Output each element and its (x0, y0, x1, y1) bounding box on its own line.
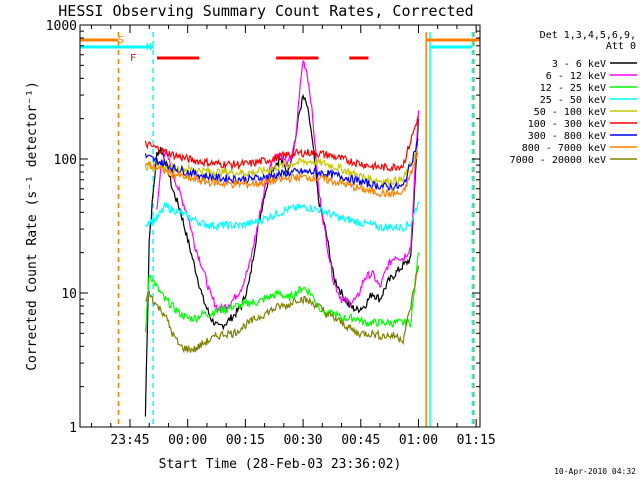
legend-header-0: Det 1,3,4,5,6,9, (540, 30, 636, 41)
series-line-8 (145, 265, 420, 354)
legend-label-6: 300 - 800 keV (528, 131, 606, 142)
x-axis-label: Start Time (28-Feb-03 23:36:02) (159, 457, 402, 472)
legend-label-3: 25 - 50 keV (540, 95, 606, 106)
y-tick-label-3: 1000 (46, 19, 77, 34)
legend-label-1: 6 - 12 keV (546, 71, 606, 82)
chart-title: HESSI Observing Summary Count Rates, Cor… (58, 2, 473, 20)
x-tick-label-2: 00:15 (226, 433, 265, 448)
y-tick-label-1: 10 (61, 287, 77, 302)
status-label-F: F (130, 53, 136, 64)
status-label-N: N (146, 42, 152, 53)
series-line-7 (144, 152, 419, 198)
series-line-5 (144, 115, 420, 172)
y-tick-label-0: 1 (69, 421, 77, 436)
x-tick-label-5: 01:00 (399, 433, 438, 448)
legend-label-2: 12 - 25 keV (540, 83, 606, 94)
x-tick-label-1: 00:00 (168, 433, 207, 448)
status-label-S: S (118, 35, 124, 46)
legend-label-8: 7000 - 20000 keV (510, 155, 606, 166)
series-line-2 (144, 252, 420, 333)
x-tick-label-6: 01:15 (457, 433, 496, 448)
footer-date: 10-Apr-2010 04:32 (554, 467, 636, 476)
legend-label-5: 100 - 300 keV (528, 119, 606, 130)
legend-label-0: 3 - 6 keV (552, 59, 606, 70)
series-line-3 (144, 201, 420, 233)
series-line-6 (144, 138, 419, 192)
legend-label-7: 800 - 7000 keV (522, 143, 606, 154)
x-tick-label-4: 00:45 (341, 433, 380, 448)
legend-label-4: 50 - 100 keV (534, 107, 606, 118)
x-tick-label-0: 23:45 (110, 433, 149, 448)
series-line-1 (156, 59, 420, 314)
y-tick-label-2: 100 (54, 153, 77, 168)
x-tick-label-3: 00:30 (284, 433, 323, 448)
plot-frame (79, 24, 481, 428)
y-axis-label: Corrected Count Rate (s⁻¹ detector⁻¹) (25, 81, 40, 371)
legend-header-1: Att 0 (606, 41, 636, 52)
